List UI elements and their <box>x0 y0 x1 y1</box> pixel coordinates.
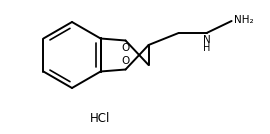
Text: H: H <box>203 43 210 53</box>
Text: HCl: HCl <box>90 111 110 124</box>
Text: NH₂: NH₂ <box>234 15 253 25</box>
Text: O: O <box>122 57 130 66</box>
Text: N: N <box>203 35 210 45</box>
Text: O: O <box>122 44 130 53</box>
